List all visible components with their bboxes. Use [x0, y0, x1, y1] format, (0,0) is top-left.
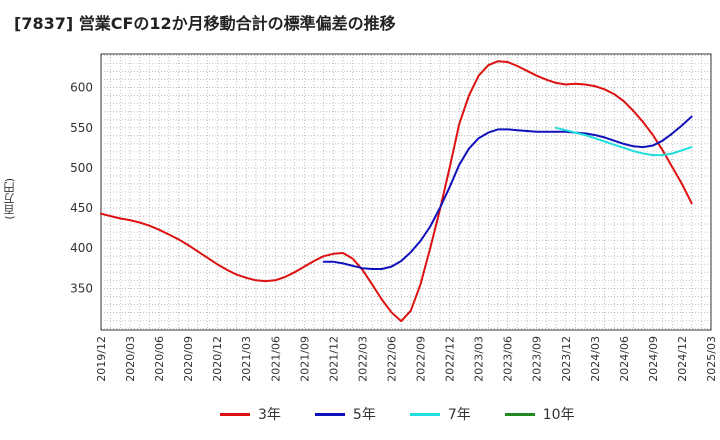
- x-tick-label: 2019/12: [95, 336, 108, 382]
- x-tick-label: 2023/12: [560, 336, 573, 382]
- y-tick-label: 400: [70, 241, 93, 255]
- y-tick-labels: 350 400 450 500 550 600: [70, 81, 93, 296]
- x-tick-label: 2022/03: [356, 336, 369, 382]
- x-tick-label: 2021/03: [240, 336, 253, 382]
- x-tick-label: 2022/12: [444, 336, 457, 382]
- legend: 3年 5年 7年 10年: [220, 402, 640, 426]
- legend-item-2: 7年: [409, 404, 471, 424]
- x-tick-label: 2023/03: [473, 336, 486, 382]
- legend-label: 10年: [542, 407, 575, 423]
- x-tick-label: 2020/09: [182, 336, 195, 382]
- legend-label: 5年: [352, 407, 376, 423]
- legend-label: 7年: [447, 407, 471, 423]
- plot-background: [101, 54, 711, 330]
- x-tick-label: 2024/03: [589, 336, 602, 382]
- x-tick-labels: 2019/12 2020/03 2020/06 2020/09 2020/12 2021/…: [95, 336, 718, 382]
- x-tick-label: 2020/03: [124, 336, 137, 382]
- legend-label: 3年: [258, 407, 281, 423]
- y-tick-label: 600: [70, 81, 93, 95]
- legend-item-0: 3年: [220, 404, 281, 424]
- y-tick-label: 550: [70, 121, 93, 135]
- x-tick-label: 2022/09: [415, 336, 428, 382]
- legend-swatch: [314, 412, 345, 416]
- y-tick-label: 350: [70, 281, 93, 295]
- x-tick-label: 2023/06: [502, 336, 515, 382]
- x-tick-label: 2021/09: [298, 336, 311, 382]
- y-tick-label: 500: [70, 161, 93, 175]
- legend-item-3: 10年: [504, 404, 575, 424]
- legend-item-1: 5年: [314, 404, 376, 424]
- legend-swatch: [220, 412, 250, 416]
- x-tick-label: 2024/12: [676, 336, 689, 382]
- series-line-0: [100, 60, 693, 323]
- legend-swatch: [504, 412, 535, 416]
- series-line-2: [555, 126, 693, 157]
- x-tick-label: 2020/12: [211, 336, 224, 382]
- x-tick-label: 2025/03: [705, 336, 718, 382]
- x-tick-label: 2020/06: [153, 336, 166, 382]
- x-tick-label: 2021/06: [269, 336, 282, 382]
- y-tick-label: 450: [70, 201, 93, 215]
- x-tick-label: 2021/12: [327, 336, 340, 382]
- x-tick-label: 2024/06: [618, 336, 631, 382]
- legend-swatch: [409, 412, 440, 416]
- x-tick-label: 2023/09: [531, 336, 544, 382]
- plot-frame: [100, 53, 712, 331]
- x-tick-label: 2022/06: [385, 336, 398, 382]
- chart-title: [7837] 営業CFの12か月移動合計の標準偏差の推移: [14, 14, 396, 33]
- series-line-1: [322, 115, 693, 270]
- x-tick-label: 2024/09: [647, 336, 660, 382]
- plot-area: 350 400 450 500 550 600 2019/12 2020/03 2020/06…: [70, 53, 718, 382]
- series-lines: [100, 60, 693, 323]
